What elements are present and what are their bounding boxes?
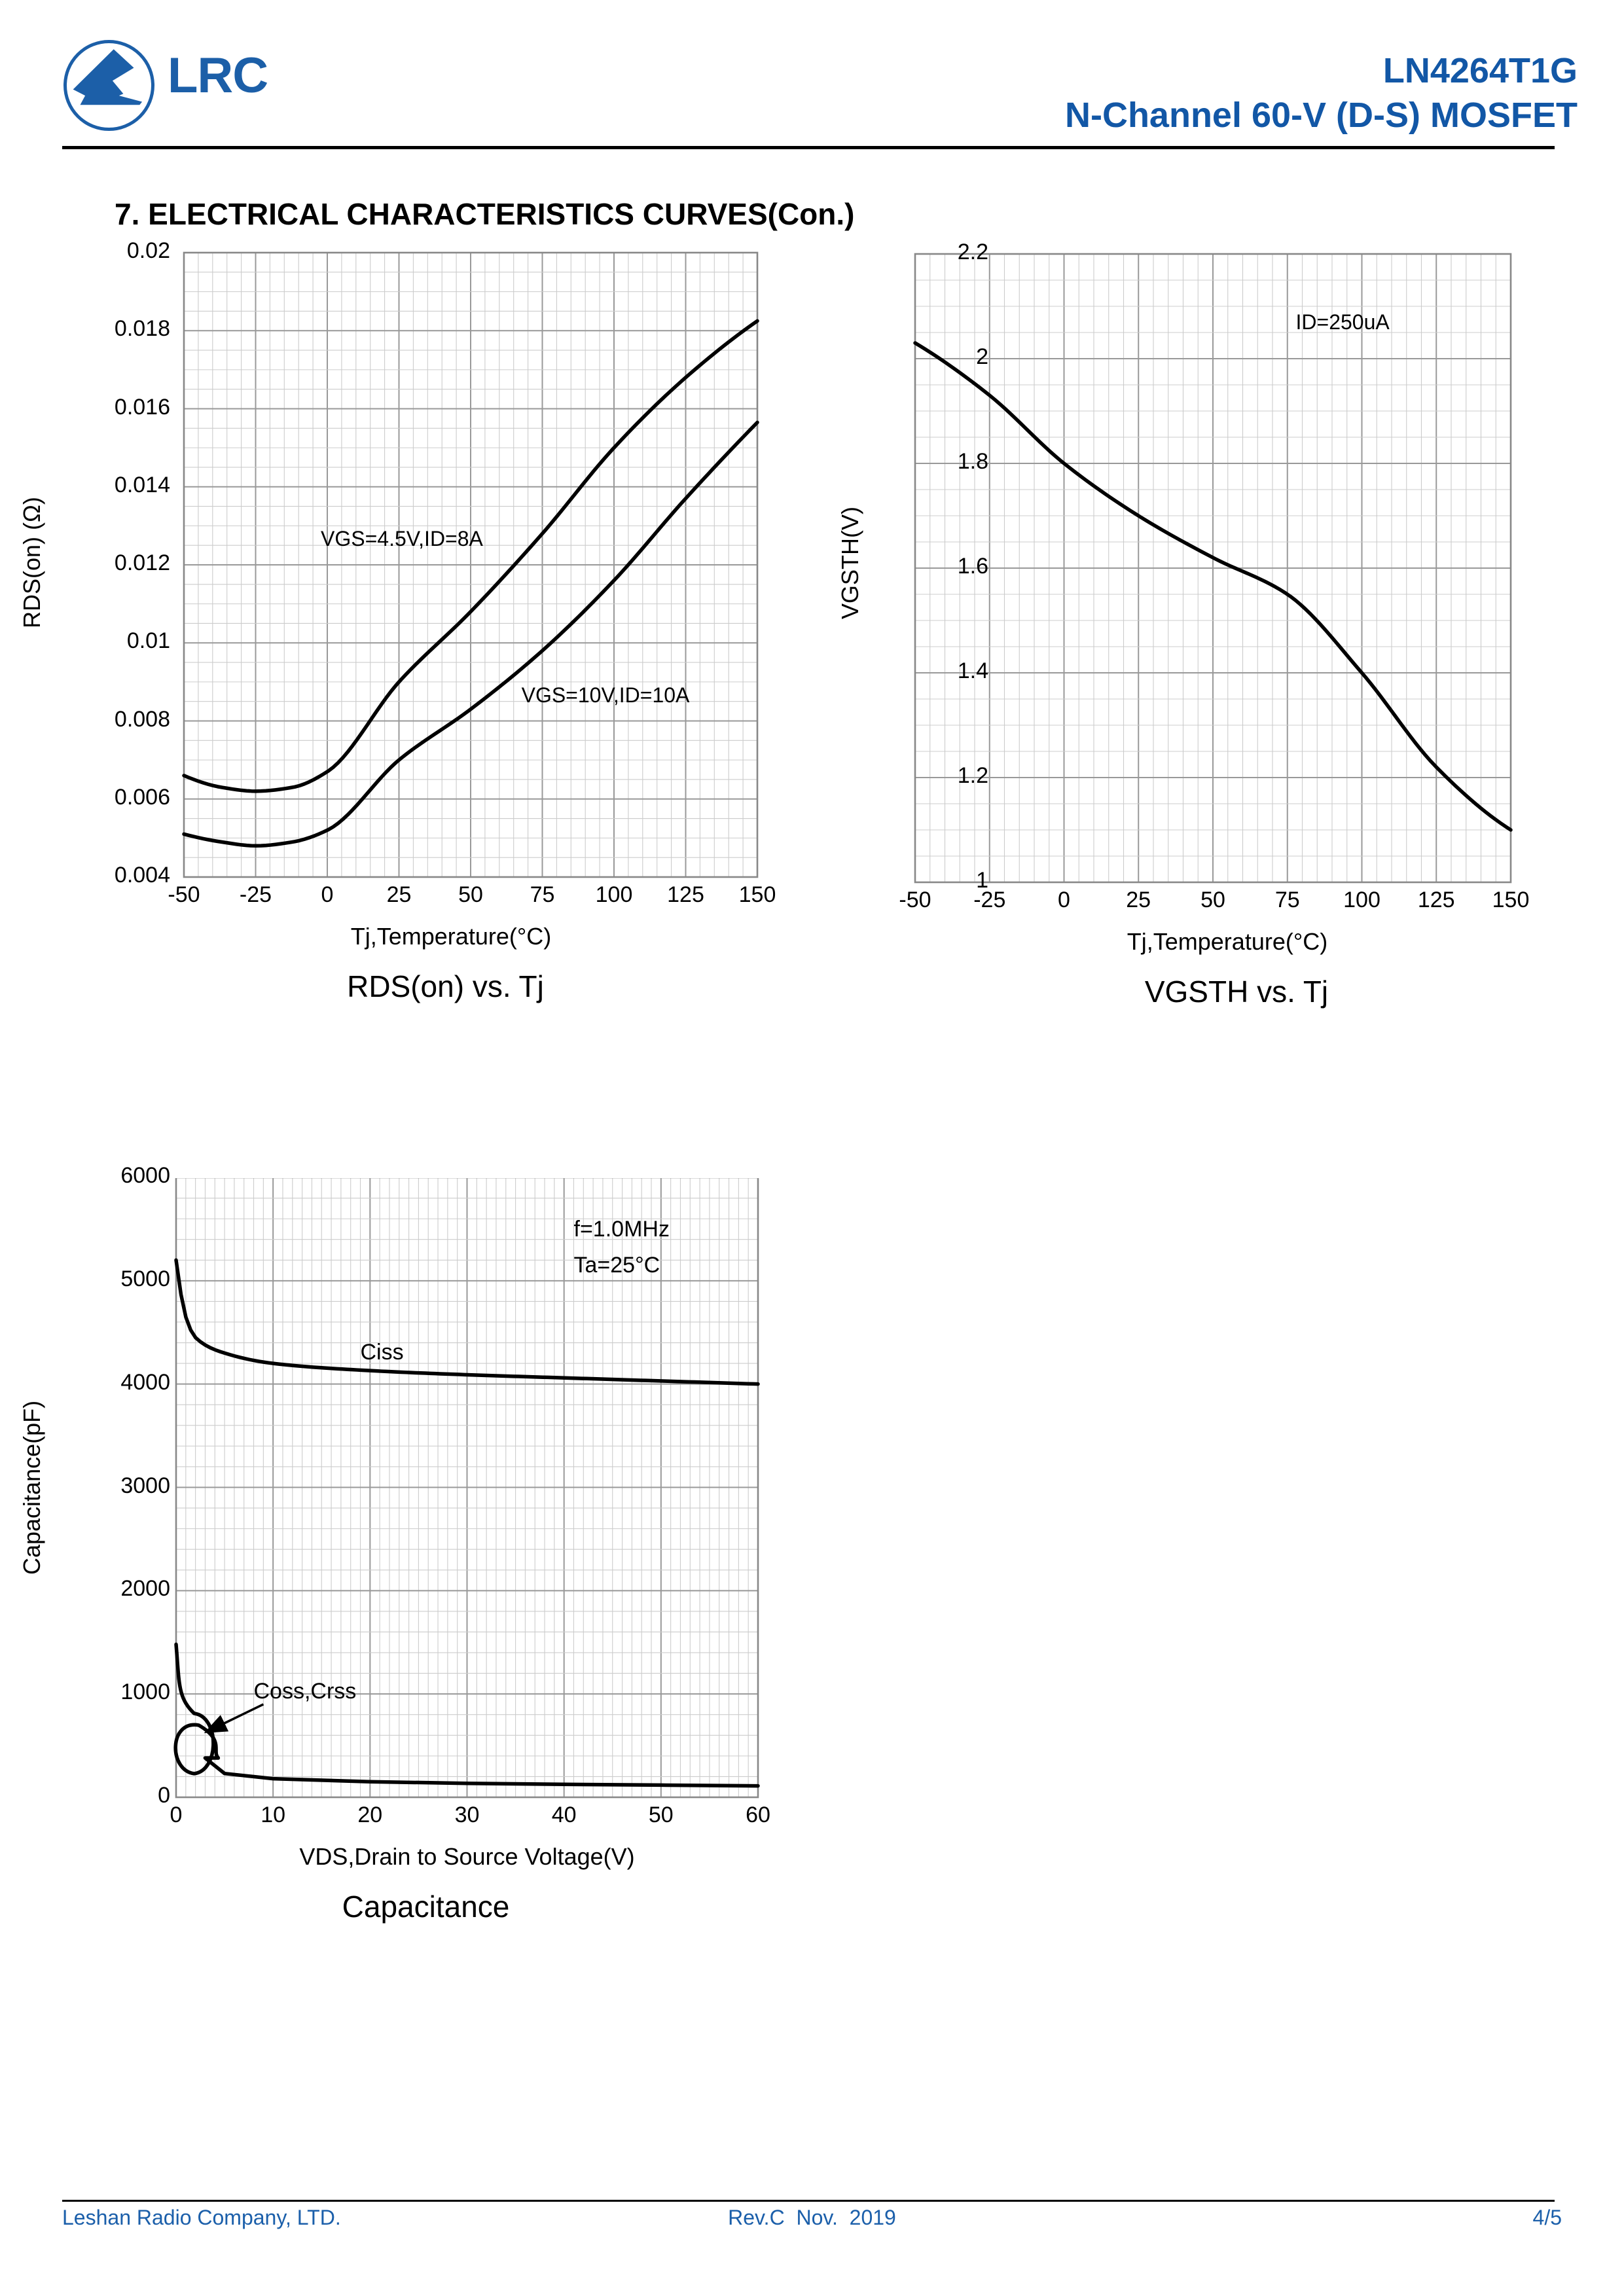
- svg-text:LRC: LRC: [168, 48, 268, 103]
